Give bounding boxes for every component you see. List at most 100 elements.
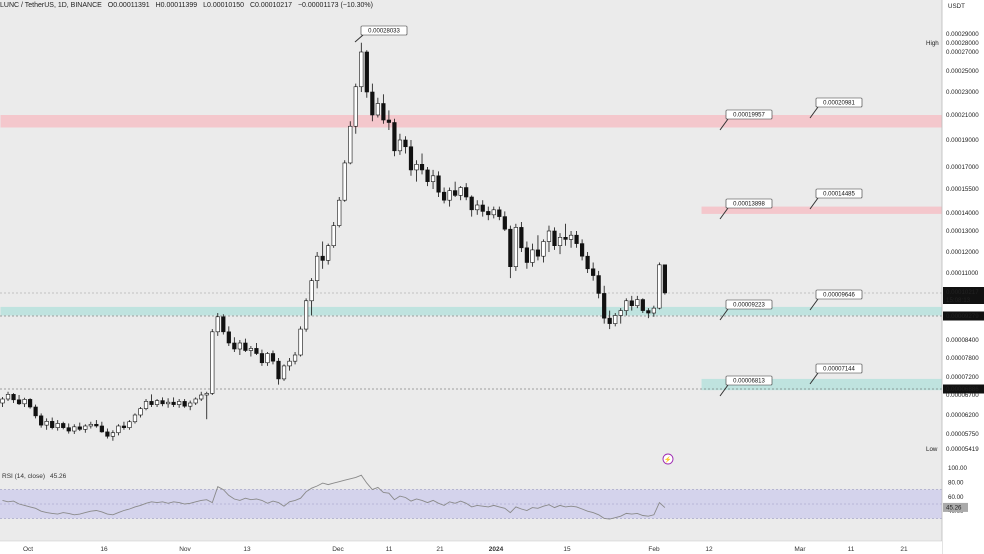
candle[interactable] <box>210 331 215 394</box>
candle[interactable] <box>204 393 209 396</box>
candle[interactable] <box>624 300 629 311</box>
price-callout[interactable] <box>815 289 863 300</box>
candle[interactable] <box>403 139 408 148</box>
candle[interactable] <box>348 125 353 164</box>
candle[interactable] <box>602 293 607 319</box>
candle[interactable] <box>72 426 77 432</box>
resistance-zone-1[interactable] <box>701 206 942 214</box>
candle[interactable] <box>469 196 474 211</box>
candle[interactable] <box>414 164 419 171</box>
candle[interactable] <box>221 316 226 333</box>
candle[interactable] <box>94 423 99 427</box>
price-callout[interactable] <box>725 198 773 209</box>
candle[interactable] <box>33 406 38 417</box>
candle[interactable] <box>447 190 452 201</box>
candle[interactable] <box>408 146 414 171</box>
candle[interactable] <box>480 204 485 212</box>
event-marker-icon[interactable] <box>662 453 674 465</box>
candle[interactable] <box>11 394 16 401</box>
candle[interactable] <box>50 421 55 428</box>
candle[interactable] <box>607 317 612 324</box>
level-price-tag[interactable] <box>943 384 984 394</box>
candle[interactable] <box>419 164 425 171</box>
candle[interactable] <box>662 264 667 294</box>
candle[interactable] <box>574 234 579 244</box>
candle[interactable] <box>243 342 248 351</box>
candle[interactable] <box>226 331 231 344</box>
candle[interactable] <box>530 249 535 263</box>
candle[interactable] <box>475 204 480 211</box>
candle[interactable] <box>651 307 656 314</box>
candle[interactable] <box>171 401 176 405</box>
candle[interactable] <box>364 51 369 93</box>
candle[interactable] <box>342 162 347 201</box>
candle[interactable] <box>579 243 585 257</box>
candle[interactable] <box>359 51 364 88</box>
candle[interactable] <box>16 399 22 405</box>
candle[interactable] <box>353 86 358 127</box>
price-callout[interactable] <box>725 375 773 386</box>
candle[interactable] <box>568 234 574 240</box>
candle[interactable] <box>55 423 60 428</box>
candle[interactable] <box>193 398 198 404</box>
symbol-title[interactable]: LUNC / TetherUS, 1D, BINANCE <box>0 2 102 9</box>
candle[interactable] <box>541 241 546 257</box>
candle[interactable] <box>458 187 463 196</box>
candle[interactable] <box>66 427 71 432</box>
candle[interactable] <box>160 400 165 405</box>
candle[interactable] <box>646 310 651 314</box>
candle[interactable] <box>110 432 115 437</box>
candle[interactable] <box>309 280 314 302</box>
candle[interactable] <box>22 399 27 405</box>
candle[interactable] <box>635 299 640 306</box>
candle[interactable] <box>292 354 298 362</box>
candle[interactable] <box>381 103 386 121</box>
candle[interactable] <box>182 401 187 407</box>
candle[interactable] <box>44 421 49 426</box>
candle[interactable] <box>105 431 110 437</box>
candle[interactable] <box>259 353 265 364</box>
candle[interactable] <box>237 342 242 350</box>
candle[interactable] <box>116 425 121 434</box>
candle[interactable] <box>298 328 303 356</box>
candle[interactable] <box>552 230 557 246</box>
candle[interactable] <box>326 245 331 261</box>
price-callout[interactable] <box>815 188 863 199</box>
candle[interactable] <box>138 408 143 416</box>
candle[interactable] <box>441 191 447 201</box>
resistance-zone-0[interactable] <box>0 115 943 128</box>
candle[interactable] <box>375 103 380 116</box>
candle[interactable] <box>546 230 552 242</box>
rsi-line[interactable] <box>2 474 666 520</box>
candle[interactable] <box>591 268 596 276</box>
candle[interactable] <box>248 348 254 351</box>
candle[interactable] <box>613 315 618 324</box>
candle[interactable] <box>486 211 491 216</box>
candle[interactable] <box>524 247 529 263</box>
candle[interactable] <box>83 425 88 430</box>
level-price-tag[interactable] <box>943 311 984 321</box>
candle[interactable] <box>596 275 601 294</box>
candle[interactable] <box>430 175 436 182</box>
candle[interactable] <box>464 187 469 198</box>
candle[interactable] <box>77 426 82 430</box>
candle[interactable] <box>491 209 496 216</box>
candle[interactable] <box>276 360 281 380</box>
candle[interactable] <box>232 342 237 350</box>
candle[interactable] <box>397 139 403 152</box>
candle[interactable] <box>502 216 507 230</box>
candle[interactable] <box>315 255 320 281</box>
candle[interactable] <box>287 360 292 367</box>
candle[interactable] <box>618 310 623 316</box>
candle[interactable] <box>270 353 276 362</box>
candle[interactable] <box>497 209 502 217</box>
price-callout[interactable] <box>815 363 863 374</box>
candle[interactable] <box>132 414 138 423</box>
candle[interactable] <box>303 300 309 330</box>
candle[interactable] <box>61 423 66 428</box>
candle[interactable] <box>629 300 634 306</box>
candle[interactable] <box>513 227 518 267</box>
support-zone-3[interactable] <box>701 378 942 391</box>
